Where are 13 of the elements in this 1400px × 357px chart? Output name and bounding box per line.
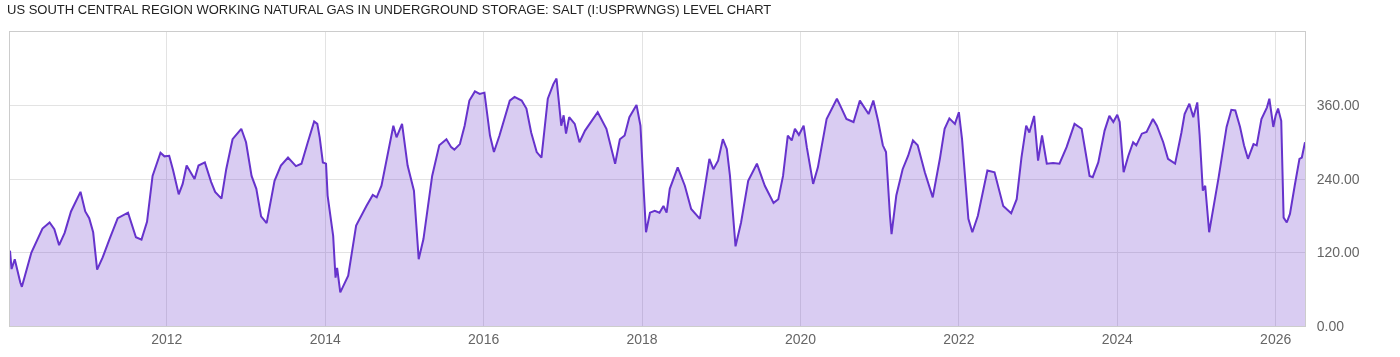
x-tick-label: 2026 [1260,330,1292,347]
x-tick-label: 2012 [151,330,183,347]
x-tick-label: 2014 [309,330,342,347]
y-tick-label: 120.00 [1316,244,1360,261]
y-tick-label: 0.00 [1316,317,1345,334]
chart-title: US SOUTH CENTRAL REGION WORKING NATURAL GAS IN UNDERGROUND STORAGE: SALT (I:USPRWNGS) LEVEL CHART [7,2,772,18]
x-tick-label: 2016 [468,330,500,347]
x-tick-label: 2018 [626,330,658,347]
x-tick-label: 2022 [943,330,975,347]
x-tick-label: 2024 [1101,330,1134,347]
y-tick-label: 240.00 [1316,170,1360,187]
y-tick-label: 360.00 [1316,97,1360,114]
x-tick-label: 2020 [784,330,817,347]
